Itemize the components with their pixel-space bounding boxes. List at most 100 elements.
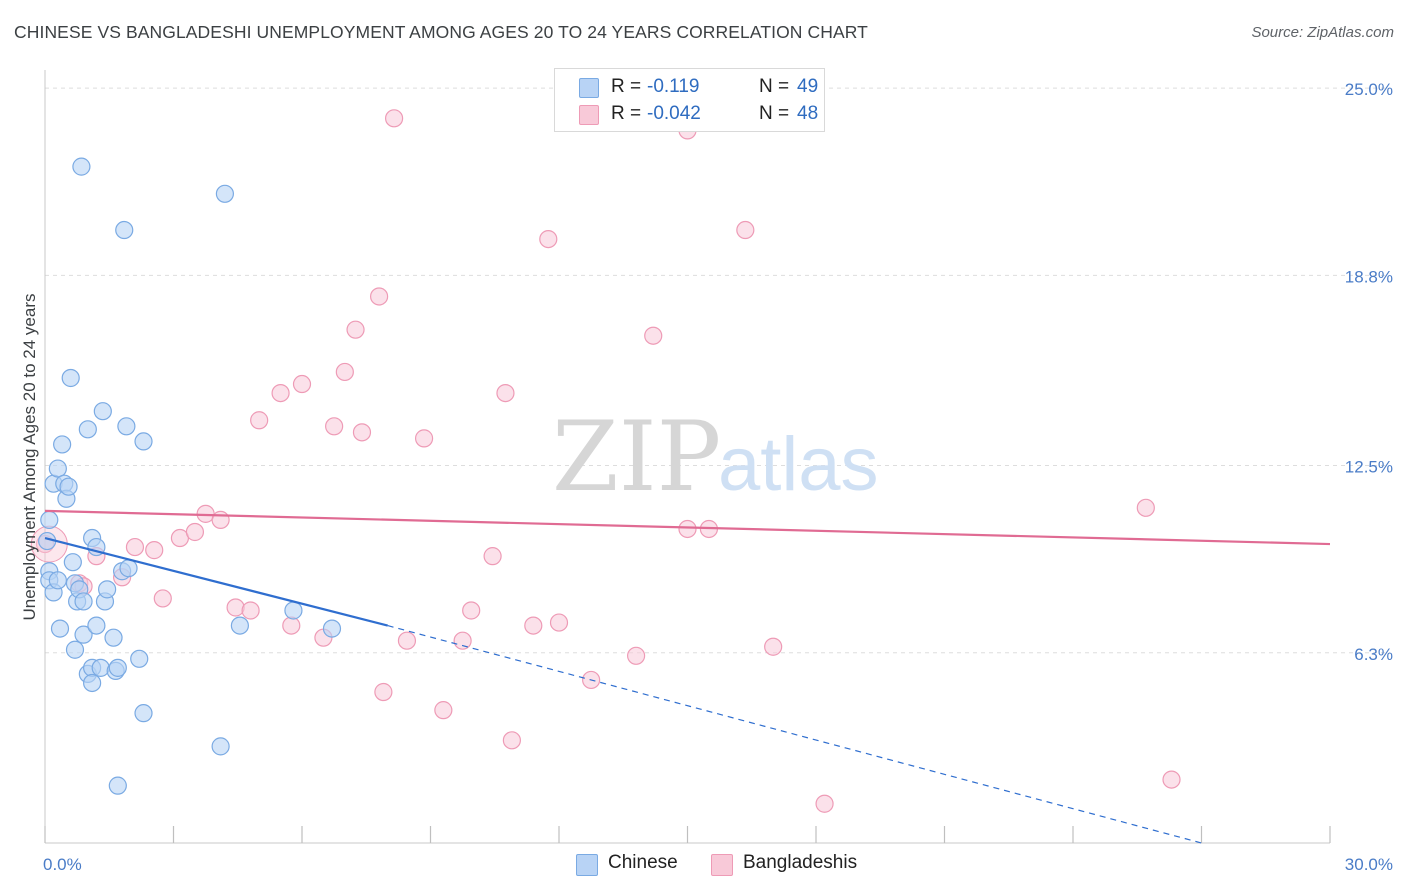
chart-title: CHINESE VS BANGLADESHI UNEMPLOYMENT AMON… [14,22,868,42]
bangladeshi-point [335,362,354,382]
y-tick-label: 12.5% [1345,458,1393,477]
chinese-legend-swatch [576,854,598,876]
legend-r-value: -0.042 [647,103,701,124]
grid-lines [45,87,1390,654]
chinese-point [74,592,93,611]
legend-r-value: -0.119 [647,76,700,97]
chinese-point [211,737,230,756]
bangladeshi-point [644,326,663,345]
chinese-point [59,477,78,496]
chinese-point [108,658,127,677]
y-tick-label: 18.8% [1345,267,1393,286]
chinese-point [40,510,59,530]
bangladeshi-point [346,320,365,339]
legend-r-label: R = [611,103,642,124]
bangladeshi-legend-label: Bangladeshis [743,852,858,873]
chinese-point [72,157,91,176]
chinese-point [83,673,102,693]
bangladeshi-point [626,646,646,665]
bangladeshi-point [384,109,404,128]
bangladeshi-point [539,229,558,249]
legend-n-value: 48 [797,103,819,124]
chinese-point [134,432,153,451]
series-legend: Chinese Bangladeshis [0,852,1406,878]
chinese-trend-extension [387,625,1202,844]
legend-n-label: N = [759,103,790,124]
chinese-point [230,616,249,635]
x-tick-label: 0.0% [43,855,82,874]
bangladeshi-point [483,547,502,566]
chinese-point [108,776,127,795]
bangladeshi-point [325,417,344,436]
chinese-point [65,640,85,659]
chinese-points [38,157,342,795]
chinese-point [284,601,303,620]
bangladeshi-point [502,731,521,750]
chinese-point [134,704,153,723]
bangladeshi-point [462,601,481,620]
legend-r-label: R = [611,76,642,97]
chinese-point [119,559,138,578]
bangladeshi-point [549,613,569,632]
bangladeshi-point [352,423,372,442]
bangladeshi-trend-line [44,509,1331,546]
bangladeshi-point [241,601,260,620]
bangladeshi-point [496,383,515,403]
bangladeshi-point [678,519,697,539]
x-tick-label: 30.0% [1345,855,1393,874]
bangladeshi-point [453,631,472,650]
bangladeshi-point [145,541,164,560]
chinese-point [53,435,72,454]
legend-n-value: 49 [797,76,819,97]
chinese-point [104,628,123,647]
bangladeshi-point [226,598,245,617]
bangladeshi-legend-swatch [711,854,733,876]
bangladeshi-point [250,411,269,430]
watermark-atlas: atlas [718,422,879,507]
chinese-point [48,459,67,478]
bangladeshi-point [153,589,172,608]
chart-source: Source: ZipAtlas.com [1251,24,1394,41]
bangladeshi-point [736,220,755,240]
chinese-point [74,625,93,644]
bangladeshi-point [125,537,145,557]
y-tick-label: 6.3% [1354,645,1393,664]
bangladeshi-point [397,631,417,650]
chinese-point [322,619,342,638]
chinese-point [91,658,110,677]
chinese-point [117,417,136,436]
axes [44,70,1331,844]
bangladeshi-point [1162,770,1181,789]
bangladeshi-point [292,374,312,394]
bangladeshi-point [211,510,230,530]
stats-legend: R = -0.119 N = 49 R = -0.042 N = 48 [554,68,825,132]
bangladeshi-point [271,383,290,403]
bangladeshi-point [815,794,834,813]
bangladeshi-point [282,616,301,635]
watermark-zip: ZIP [552,401,721,513]
chinese-point [61,368,80,388]
bangladeshi-point [764,637,783,656]
chinese-point [98,580,117,599]
chinese-point [87,616,106,635]
bangladeshi-point [370,287,389,306]
bangladeshi-point [185,522,205,542]
bangladeshi-swatch [579,105,599,125]
bangladeshi-point [374,682,393,702]
chinese-point [93,402,112,421]
chinese-point [78,420,97,439]
bangladeshi-point [414,429,434,448]
legend-n-label: N = [759,76,790,97]
chinese-point [48,571,67,590]
chinese-point [215,184,234,203]
chinese-trend-line [44,536,388,627]
chinese-swatch [579,78,599,98]
chinese-point [63,553,82,572]
chinese-point [50,619,70,638]
bangladeshi-point [524,616,543,635]
y-axis-label: Unemployment Among Ages 20 to 24 years [20,294,39,621]
y-tick-labels: 6.3% 12.5% 18.8% 25.0% [1345,80,1393,664]
x-tick-labels: 0.0% 30.0% [43,855,1393,874]
trend-lines [44,509,1331,844]
